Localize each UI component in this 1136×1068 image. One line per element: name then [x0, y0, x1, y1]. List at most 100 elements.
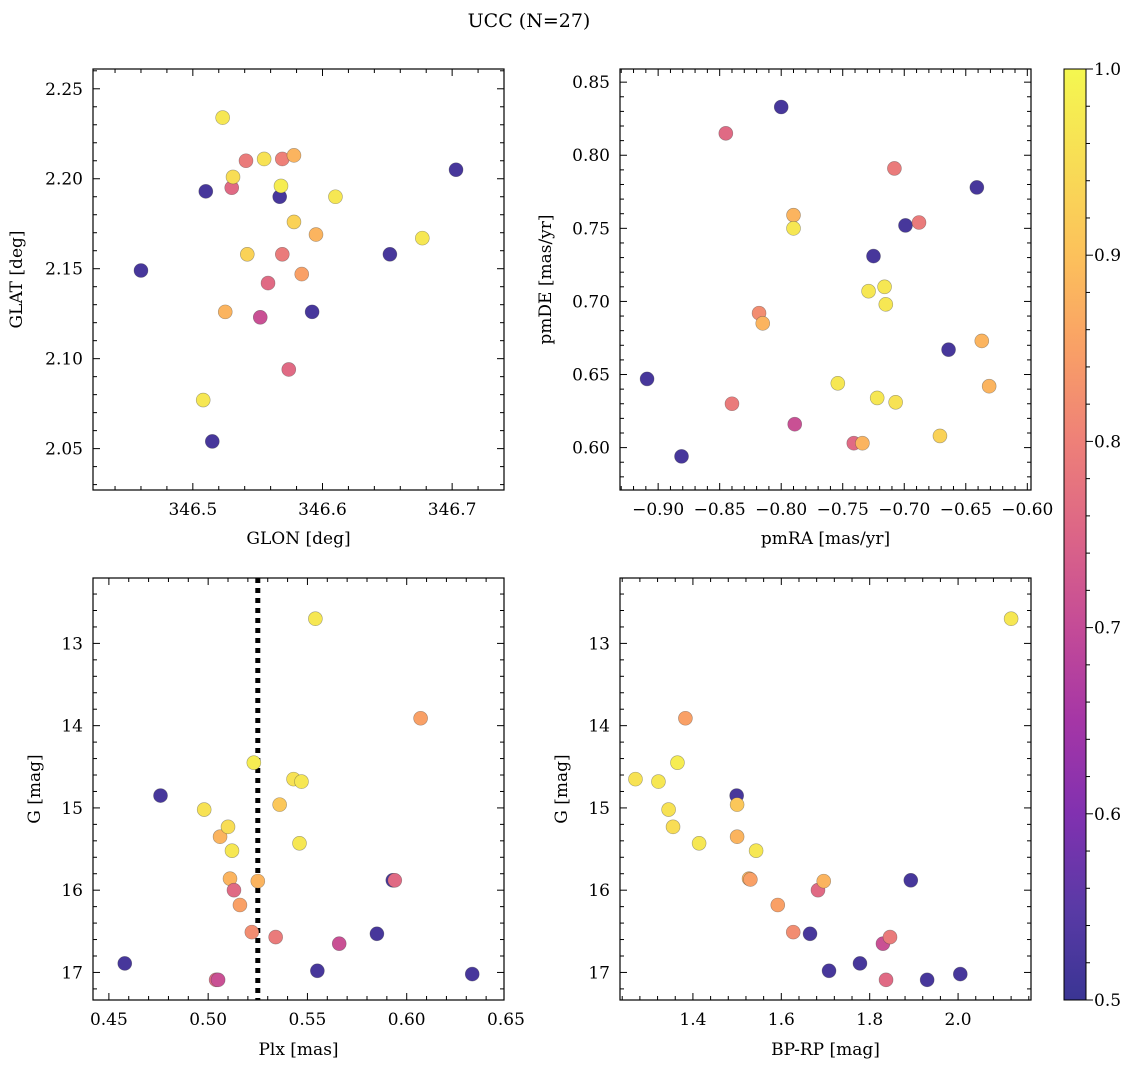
x-tick-label: 0.55 — [289, 1010, 327, 1030]
scatter-point — [869, 390, 885, 406]
scatter-point — [786, 207, 801, 223]
scatter-point — [415, 230, 430, 246]
scatter-point — [387, 873, 403, 888]
y-axis-label: G [mag] — [552, 754, 572, 823]
y-tick-label: 2.20 — [45, 170, 83, 190]
x-tick-label: 2.0 — [945, 1010, 972, 1030]
scatter-point — [974, 333, 990, 349]
scatter-point — [286, 214, 302, 230]
colorbar-tick-label: 0.6 — [1094, 805, 1121, 825]
scatter-point — [861, 283, 876, 299]
scatter-point — [304, 304, 320, 320]
colorbar-tick-label: 0.8 — [1094, 432, 1121, 452]
scatter-point — [196, 802, 212, 817]
scatter-point — [661, 802, 676, 817]
scatter-point — [969, 180, 985, 195]
scatter-point — [274, 247, 290, 262]
scatter-point — [382, 247, 398, 262]
scatter-point — [413, 710, 428, 726]
scatter-point — [273, 178, 289, 194]
scatter-point — [215, 110, 230, 125]
scatter-point — [651, 774, 666, 789]
scatter-point — [281, 362, 297, 377]
scatter-point — [755, 316, 771, 331]
y-tick-label: 15 — [61, 799, 83, 819]
scatter-point — [292, 835, 307, 851]
scatter-point — [464, 966, 480, 982]
scatter-point — [911, 215, 927, 230]
scatter-point — [674, 449, 689, 464]
scatter-point — [898, 218, 913, 233]
scatter-point — [238, 153, 254, 169]
scatter-point — [331, 936, 347, 951]
scatter-point — [952, 966, 968, 982]
x-tick-label: 1.8 — [856, 1010, 883, 1030]
y-tick-label: 0.85 — [572, 73, 610, 93]
plot-frame — [92, 68, 505, 491]
colorbar-tick-label: 0.7 — [1094, 619, 1121, 639]
scatter-point — [852, 956, 868, 971]
scatter-point — [816, 873, 832, 889]
colorbar-tick-label: 0.5 — [1094, 991, 1121, 1011]
panel-top-right: −0.90 −0.85 −0.80 −0.75 −0.70 −0.65 −0.60 0.60 0… — [536, 68, 1053, 549]
x-tick-label: 346.6 — [298, 500, 347, 520]
scatter-point — [328, 189, 343, 205]
y-tick-label: 0.80 — [572, 146, 610, 166]
y-axis-label: pmDE [mas/yr] — [536, 214, 556, 344]
x-tick-label: −0.75 — [817, 500, 869, 520]
y-tick-label: 0.60 — [572, 439, 610, 459]
scatter-point — [887, 161, 902, 176]
y-axis-label: G [mag] — [25, 754, 45, 823]
scatter-point — [729, 829, 745, 845]
x-tick-label: 1.6 — [768, 1010, 795, 1030]
scatter-point — [272, 797, 287, 812]
scatter-point — [786, 221, 801, 236]
scatter-point — [232, 897, 248, 913]
x-tick-label: 0.45 — [90, 1010, 128, 1030]
scatter-point — [268, 929, 283, 945]
x-tick-label: −0.85 — [694, 500, 746, 520]
scatter-point — [294, 774, 309, 789]
scatter-point — [310, 963, 325, 979]
scatter-point — [448, 162, 464, 178]
scatter-point — [903, 873, 919, 888]
y-tick-label: 14 — [588, 717, 610, 737]
y-tick-label: 16 — [588, 881, 610, 901]
scatter-point — [246, 755, 262, 770]
scatter-point — [210, 972, 226, 988]
figure-title: UCC (N=27) — [468, 10, 591, 32]
scatter-point — [981, 378, 997, 394]
x-tick-label: −0.70 — [878, 500, 930, 520]
scatter-point — [877, 279, 892, 295]
scatter-point — [718, 126, 734, 141]
scatter-point — [691, 835, 707, 851]
scatter-point — [220, 819, 236, 835]
scatter-point — [217, 304, 233, 320]
panel-bottom-left: 0.45 0.50 0.55 0.60 0.65 13 14 15 16 17 Plx [mas] G… — [25, 577, 525, 1060]
scatter-point — [785, 924, 801, 940]
y-tick-label: 16 — [61, 881, 83, 901]
scatter-point — [204, 434, 220, 449]
scatter-point — [748, 843, 764, 858]
panel-top-left: 346.5 346.6 346.7 2.05 2.10 2.15 2.20 2.25 GLON … — [7, 68, 505, 549]
scatter-point — [198, 184, 214, 199]
scatter-point — [226, 882, 242, 898]
y-tick-label: 17 — [588, 963, 610, 983]
scatter-point — [250, 873, 266, 889]
scatter-point — [195, 392, 211, 408]
scatter-point — [212, 829, 228, 845]
x-tick-label: −0.80 — [755, 500, 807, 520]
y-tick-label: 0.70 — [572, 292, 610, 312]
scatter-point — [1003, 611, 1019, 627]
scatter-point — [153, 788, 168, 803]
scatter-point — [670, 755, 685, 770]
colorbar-gradient — [1063, 68, 1087, 1001]
scatter-point — [224, 843, 240, 858]
scatter-point — [133, 263, 149, 278]
scatter-point — [294, 266, 310, 282]
x-tick-label: 0.50 — [189, 1010, 227, 1030]
x-axis-label: GLON [deg] — [246, 529, 350, 549]
scatter-point — [919, 972, 935, 988]
scatter-point — [866, 248, 881, 264]
scatter-point — [821, 963, 837, 979]
